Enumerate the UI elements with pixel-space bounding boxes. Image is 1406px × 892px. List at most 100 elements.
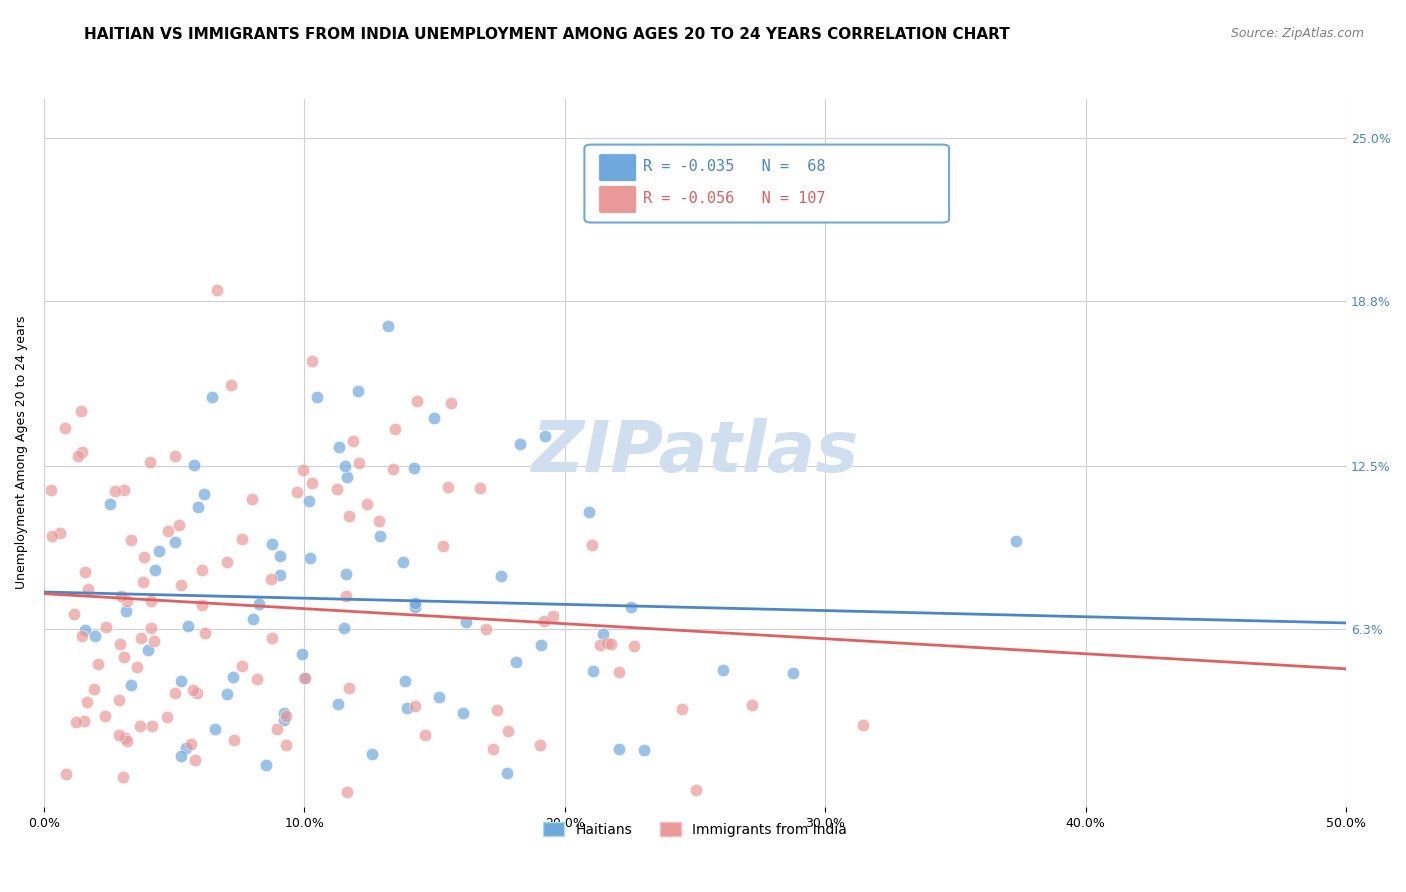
Haitians <box>115 603 138 617</box>
Haitians <box>347 384 370 399</box>
Immigrants from India <box>589 639 612 653</box>
Immigrants from India <box>63 607 86 621</box>
Immigrants from India <box>437 480 460 494</box>
Haitians <box>177 619 200 633</box>
Haitians <box>148 544 170 558</box>
Immigrants from India <box>110 589 132 603</box>
Immigrants from India <box>482 742 505 756</box>
Immigrants from India <box>94 709 117 723</box>
Haitians <box>395 700 418 714</box>
Text: R = -0.035   N =  68: R = -0.035 N = 68 <box>643 159 825 174</box>
Immigrants from India <box>65 714 87 729</box>
Haitians <box>193 486 215 500</box>
Immigrants from India <box>167 517 190 532</box>
Immigrants from India <box>260 572 283 586</box>
Haitians <box>291 647 314 661</box>
Immigrants from India <box>367 514 389 528</box>
Immigrants from India <box>77 582 100 597</box>
Haitians <box>333 621 356 635</box>
Haitians <box>298 551 321 566</box>
Haitians <box>333 458 356 473</box>
Haitians <box>273 706 295 720</box>
Haitians <box>247 597 270 611</box>
Immigrants from India <box>336 785 359 799</box>
Immigrants from India <box>356 497 378 511</box>
Haitians <box>328 440 350 454</box>
Immigrants from India <box>440 395 463 409</box>
Immigrants from India <box>184 753 207 767</box>
Haitians <box>360 747 382 761</box>
Haitians <box>307 390 329 404</box>
Haitians <box>292 671 315 685</box>
Immigrants from India <box>671 702 693 716</box>
Immigrants from India <box>347 455 370 469</box>
Text: ZIPatlas: ZIPatlas <box>531 418 859 487</box>
Immigrants from India <box>48 526 70 541</box>
Immigrants from India <box>266 722 288 736</box>
Haitians <box>145 563 167 577</box>
Haitians <box>269 549 291 563</box>
Immigrants from India <box>55 766 77 780</box>
Immigrants from India <box>406 394 429 409</box>
Haitians <box>242 612 264 626</box>
Immigrants from India <box>41 529 63 543</box>
Haitians <box>98 497 121 511</box>
Haitians <box>534 429 557 443</box>
Immigrants from India <box>96 620 118 634</box>
Immigrants from India <box>191 563 214 577</box>
Immigrants from India <box>157 524 180 538</box>
Immigrants from India <box>73 565 96 579</box>
Immigrants from India <box>69 404 91 418</box>
Haitians <box>204 723 226 737</box>
Immigrants from India <box>191 599 214 613</box>
Immigrants from India <box>404 699 426 714</box>
Haitians <box>620 599 643 614</box>
Immigrants from India <box>301 476 323 491</box>
Immigrants from India <box>41 483 63 497</box>
Immigrants from India <box>165 449 187 463</box>
Haitians <box>782 666 804 681</box>
Immigrants from India <box>207 283 229 297</box>
Haitians <box>391 555 413 569</box>
Immigrants from India <box>129 631 152 645</box>
Immigrants from India <box>142 634 165 648</box>
Immigrants from India <box>623 639 645 653</box>
Haitians <box>174 740 197 755</box>
Immigrants from India <box>70 629 93 643</box>
Immigrants from India <box>285 485 308 500</box>
Haitians <box>120 678 142 692</box>
Immigrants from India <box>112 650 135 665</box>
Immigrants from India <box>294 671 316 685</box>
Immigrants from India <box>215 555 238 569</box>
Haitians <box>711 664 734 678</box>
Immigrants from India <box>581 538 603 552</box>
Haitians <box>187 500 209 514</box>
Immigrants from India <box>83 682 105 697</box>
Immigrants from India <box>470 481 492 495</box>
Haitians <box>505 656 527 670</box>
Immigrants from India <box>685 783 707 797</box>
Haitians <box>75 623 97 637</box>
Immigrants from India <box>260 631 283 645</box>
Immigrants from India <box>127 660 149 674</box>
Immigrants from India <box>55 421 77 435</box>
Immigrants from India <box>186 686 208 700</box>
Haitians <box>136 643 159 657</box>
Immigrants from India <box>301 354 323 368</box>
Haitians <box>163 534 186 549</box>
Immigrants from India <box>486 703 509 717</box>
Immigrants from India <box>169 578 191 592</box>
Haitians <box>607 742 630 756</box>
Haitians <box>592 626 614 640</box>
Immigrants from India <box>120 533 142 547</box>
Haitians <box>221 669 243 683</box>
Immigrants from India <box>335 589 357 603</box>
Immigrants from India <box>180 737 202 751</box>
Immigrants from India <box>87 657 110 671</box>
Immigrants from India <box>73 714 96 728</box>
Immigrants from India <box>529 738 551 752</box>
Haitians <box>170 748 193 763</box>
Haitians <box>404 596 426 610</box>
Haitians <box>496 766 519 780</box>
Immigrants from India <box>72 445 94 459</box>
